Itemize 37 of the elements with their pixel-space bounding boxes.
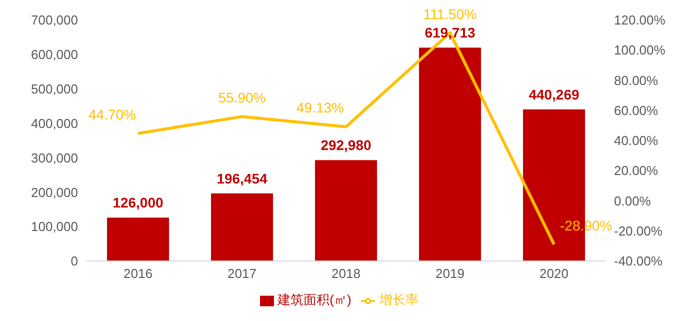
y-tick-label: 100,000 xyxy=(31,219,78,234)
y-tick-label: 200,000 xyxy=(31,184,78,200)
y2-tick-label: 0.00% xyxy=(614,193,652,208)
y-tick-label: 700,000 xyxy=(31,12,78,28)
bar xyxy=(211,193,273,261)
y-tick-label: 0 xyxy=(70,254,78,269)
y2-tick-label: 120.00% xyxy=(614,12,666,28)
data-label: 111.50% xyxy=(423,6,477,22)
data-label: 196,454 xyxy=(216,170,268,186)
y-tick-label: 600,000 xyxy=(31,47,78,62)
y2-tick-label: 20.00% xyxy=(614,163,659,178)
data-label: 619,713 xyxy=(424,24,476,41)
data-label: 440,269 xyxy=(528,86,580,102)
legend-label: 增长率 xyxy=(379,292,418,307)
x-tick-label: 2018 xyxy=(332,266,360,282)
y2-tick-label: 40.00% xyxy=(614,133,659,148)
x-tick-label: 2019 xyxy=(436,266,464,282)
y2-tick-label: 60.00% xyxy=(614,102,659,118)
y2-tick-label: 100.00% xyxy=(614,42,666,58)
bar xyxy=(419,48,481,261)
y2-tick-label: -40.00% xyxy=(614,254,663,269)
y-tick-label: 300,000 xyxy=(31,150,78,166)
data-label: 292,980 xyxy=(320,137,372,154)
x-tick-label: 2016 xyxy=(124,266,152,282)
x-tick-label: 2017 xyxy=(228,266,256,282)
x-tick-label: 2020 xyxy=(540,266,568,282)
bar xyxy=(315,160,377,261)
y2-tick-label: -20.00% xyxy=(614,223,663,238)
y-tick-label: 500,000 xyxy=(31,81,78,96)
data-label: 126,000 xyxy=(112,194,164,211)
legend-label: 建筑面积(㎡) xyxy=(278,292,352,307)
data-label: 55.90% xyxy=(218,90,266,106)
y2-tick-label: 80.00% xyxy=(614,72,659,88)
y-tick-label: 400,000 xyxy=(31,116,78,131)
bar xyxy=(107,218,169,261)
data-label: 44.70% xyxy=(88,106,136,122)
data-label: 49.13% xyxy=(296,100,344,116)
